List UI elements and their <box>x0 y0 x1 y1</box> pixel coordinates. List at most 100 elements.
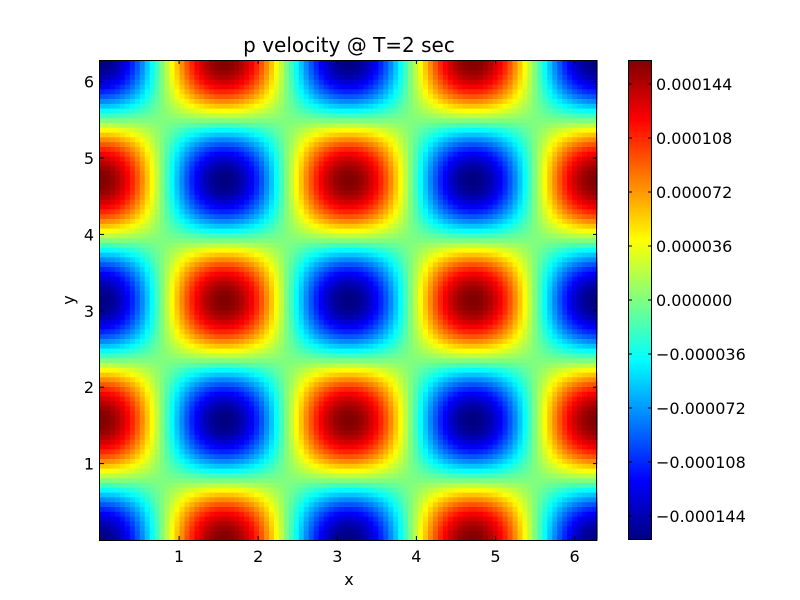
heatmap-cell <box>403 300 409 306</box>
heatmap-cell <box>462 420 469 426</box>
heatmap-cell <box>413 487 419 493</box>
heatmap-cell <box>447 319 454 325</box>
heatmap-cell <box>184 511 191 517</box>
heatmap-cell <box>398 463 404 469</box>
heatmap-cell <box>100 324 106 330</box>
heatmap-cell <box>199 444 205 450</box>
heatmap-cell <box>522 448 529 455</box>
heatmap-cell <box>149 405 156 411</box>
heatmap-cell <box>462 352 469 359</box>
heatmap-cell <box>527 376 533 383</box>
heatmap-cell <box>194 405 200 411</box>
heatmap-cell <box>577 439 583 445</box>
heatmap-cell <box>273 333 280 339</box>
heatmap-cell <box>134 376 141 383</box>
heatmap-cell <box>452 429 459 435</box>
heatmap-cell <box>507 405 514 411</box>
heatmap-cell <box>273 516 280 522</box>
heatmap-cell <box>452 468 459 474</box>
heatmap-cell <box>477 429 484 435</box>
heatmap-cell <box>204 405 210 411</box>
heatmap-cell <box>204 477 210 483</box>
heatmap-cell <box>492 391 499 397</box>
heatmap-cell <box>164 458 171 464</box>
heatmap-cell <box>383 453 389 459</box>
heatmap-cell <box>229 424 235 431</box>
heatmap-cell <box>308 530 315 536</box>
heatmap-cell <box>229 338 235 344</box>
heatmap-cell <box>109 362 116 368</box>
heatmap-cell <box>562 525 568 531</box>
heatmap-cell <box>487 516 494 522</box>
heatmap-cell <box>338 448 345 455</box>
heatmap-cell <box>557 362 563 368</box>
heatmap-cell <box>428 434 434 440</box>
heatmap-cell <box>219 319 225 325</box>
heatmap-cell <box>144 496 151 503</box>
heatmap-cell <box>333 309 340 315</box>
heatmap-cell <box>577 434 583 440</box>
heatmap-cell <box>363 424 369 431</box>
heatmap-cell <box>164 410 171 416</box>
heatmap-cell <box>492 472 499 479</box>
heatmap-cell <box>537 420 543 426</box>
heatmap-cell <box>582 357 588 363</box>
heatmap-cell <box>154 468 161 474</box>
heatmap-cell <box>477 472 484 479</box>
heatmap-cell <box>214 400 220 407</box>
heatmap-cell <box>214 357 220 363</box>
heatmap-cell <box>333 448 340 455</box>
heatmap-cell <box>184 372 191 378</box>
heatmap-cell <box>293 487 300 493</box>
heatmap-cell <box>378 434 384 440</box>
heatmap-cell <box>572 314 578 320</box>
heatmap-cell <box>254 448 260 455</box>
heatmap-cell <box>159 381 166 387</box>
heatmap-cell <box>532 415 538 421</box>
heatmap-cell <box>100 405 106 411</box>
heatmap-cell <box>487 458 494 464</box>
heatmap-cell <box>343 453 350 459</box>
heatmap-cell <box>124 415 131 421</box>
heatmap-cell <box>199 487 205 493</box>
heatmap-cell <box>577 535 583 541</box>
heatmap-cell <box>234 333 240 339</box>
heatmap-cell <box>517 429 524 435</box>
heatmap-cell <box>249 352 255 359</box>
heatmap-cell <box>373 420 379 426</box>
heatmap-cell <box>318 501 325 507</box>
heatmap-cell <box>447 458 454 464</box>
heatmap-cell <box>457 468 464 474</box>
heatmap-cell <box>522 300 529 306</box>
heatmap-cell <box>259 405 265 411</box>
heatmap-cell <box>447 352 454 359</box>
heatmap-cell <box>587 357 593 363</box>
heatmap-cell <box>398 314 404 320</box>
heatmap-cell <box>283 396 290 402</box>
heatmap-cell <box>562 324 568 330</box>
heatmap-cell <box>199 314 205 320</box>
heatmap-cell <box>547 410 553 416</box>
heatmap-cell <box>587 367 593 373</box>
heatmap-cell <box>378 381 384 387</box>
heatmap-cell <box>283 444 290 450</box>
heatmap-cell <box>522 372 529 378</box>
heatmap-cell <box>308 410 315 416</box>
heatmap-cell <box>388 405 394 411</box>
heatmap-cell <box>532 348 538 354</box>
heatmap-cell <box>368 352 374 359</box>
heatmap-cell <box>268 376 275 383</box>
heatmap-cell <box>249 520 255 527</box>
heatmap-cell <box>234 520 240 527</box>
heatmap-cell <box>338 376 345 383</box>
heatmap-cell <box>104 386 111 392</box>
heatmap-cell <box>398 367 404 373</box>
heatmap-cell <box>239 405 245 411</box>
heatmap-cell <box>308 324 315 330</box>
heatmap-cell <box>457 535 464 541</box>
heatmap-cell <box>293 314 300 320</box>
heatmap-cell <box>542 492 548 498</box>
heatmap-cell <box>582 348 588 354</box>
heatmap-cell <box>184 492 191 498</box>
heatmap-cell <box>358 314 365 320</box>
